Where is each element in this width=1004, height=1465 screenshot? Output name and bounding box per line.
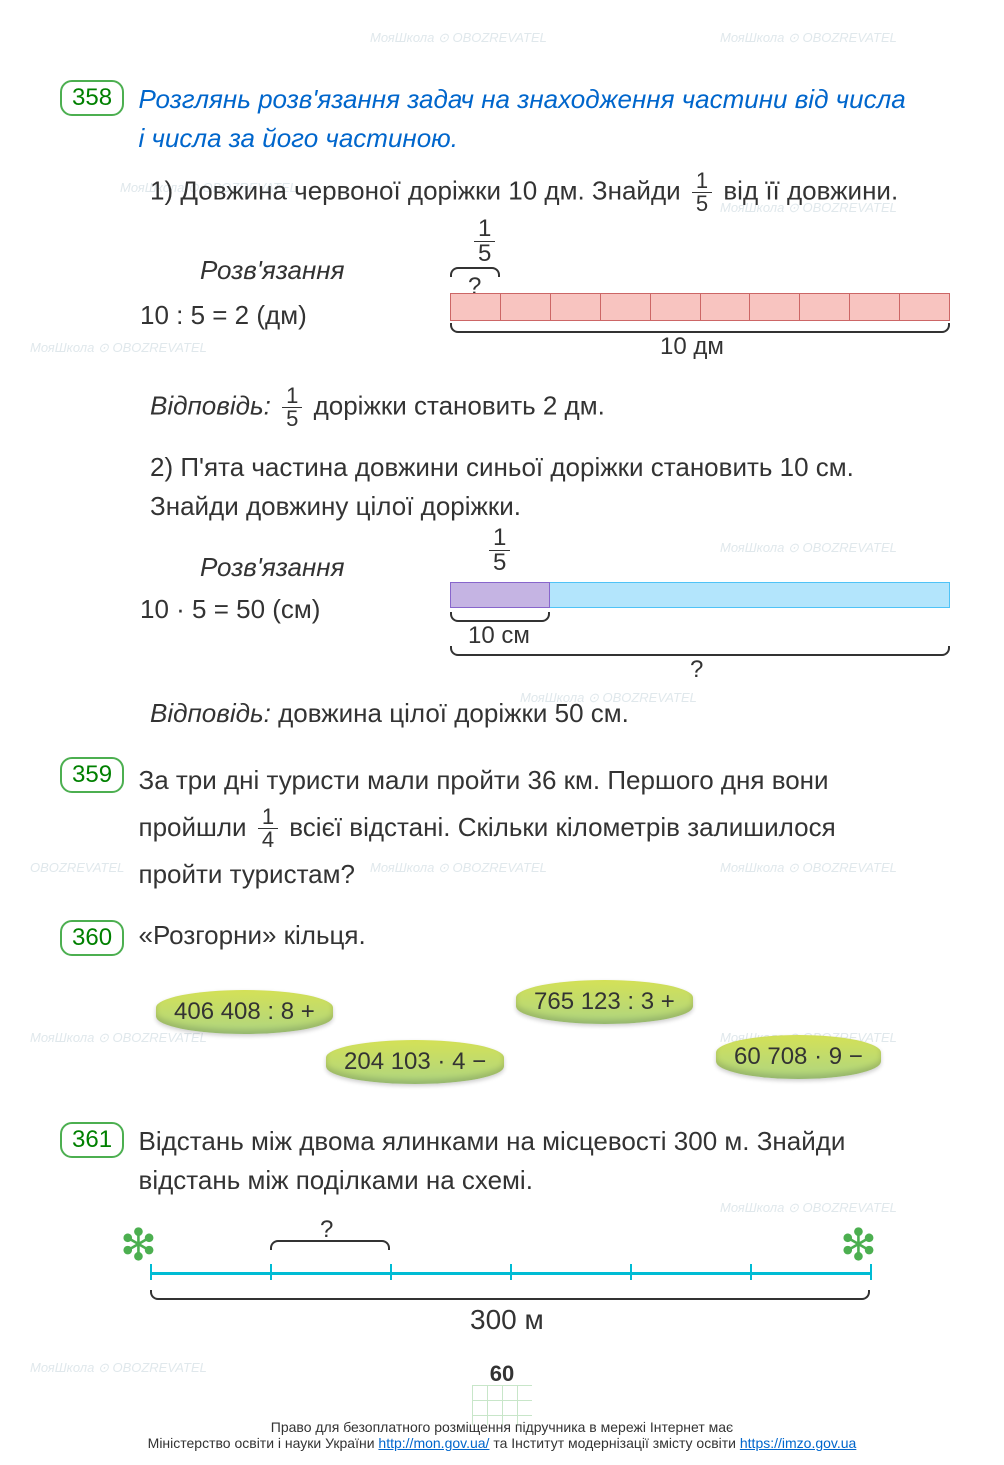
footer-line2a: Міністерство освіти і науки України bbox=[148, 1435, 379, 1451]
equation: 10 · 5 = 50 (см) bbox=[140, 594, 320, 625]
red-bar-diagram: 15 ? 10 дм bbox=[450, 225, 950, 355]
p358-2-text: 2) П'ята частина довжини синьої доріжки … bbox=[150, 448, 944, 526]
rings-area: 406 408 : 8 + 765 123 : 3 + 204 103 · 4 … bbox=[150, 964, 944, 1104]
footer-link[interactable]: http://mon.gov.ua/ bbox=[378, 1435, 489, 1451]
p358-1-answer: Відповідь: 15 доріжки становить 2 дм. bbox=[150, 385, 944, 430]
problem-number: 360 bbox=[60, 920, 124, 956]
problem-361: 361 Відстань між двома ялинками на місце… bbox=[60, 1122, 944, 1200]
ring: 60 708 · 9 − bbox=[716, 1035, 881, 1079]
p361-text: Відстань між двома ялинками на місцевост… bbox=[139, 1122, 919, 1200]
problem-intro: Розглянь розв'язання задач на знаходженн… bbox=[139, 80, 919, 158]
problem-number: 358 bbox=[60, 80, 124, 116]
ring: 765 123 : 3 + bbox=[516, 980, 693, 1024]
ring: 406 408 : 8 + bbox=[156, 990, 333, 1034]
problem-359: 359 За три дні туристи мали пройти 36 км… bbox=[60, 757, 944, 898]
equation: 10 : 5 = 2 (дм) bbox=[140, 300, 307, 331]
problem-358: 358 Розглянь розв'язання задач на знаход… bbox=[60, 80, 944, 158]
blue-bar-diagram: 15 10 см ? bbox=[450, 534, 950, 674]
footer-link[interactable]: https://imzo.gov.ua bbox=[740, 1435, 856, 1451]
footer: Право для безоплатного розміщення підруч… bbox=[0, 1419, 1004, 1451]
p358-1-text: 1) Довжина червоної доріжки 10 дм. Знайд… bbox=[150, 170, 944, 215]
solution-label: Розв'язання bbox=[200, 552, 345, 583]
solution-label: Розв'язання bbox=[200, 255, 345, 286]
footer-line1: Право для безоплатного розміщення підруч… bbox=[0, 1419, 1004, 1435]
distance-diagram: ❇ ❇ ? 300 м bbox=[120, 1220, 944, 1380]
problem-number: 361 bbox=[60, 1122, 124, 1158]
p358-2-answer: Відповідь: довжина цілої доріжки 50 см. bbox=[150, 698, 944, 729]
p360-text: «Розгорни» кільця. bbox=[139, 920, 366, 950]
footer-line2b: та Інститут модернізації змісту освіти bbox=[489, 1435, 739, 1451]
problem-360: 360 «Розгорни» кільця. bbox=[60, 920, 944, 956]
ring: 204 103 · 4 − bbox=[326, 1040, 504, 1084]
problem-number: 359 bbox=[60, 757, 124, 793]
